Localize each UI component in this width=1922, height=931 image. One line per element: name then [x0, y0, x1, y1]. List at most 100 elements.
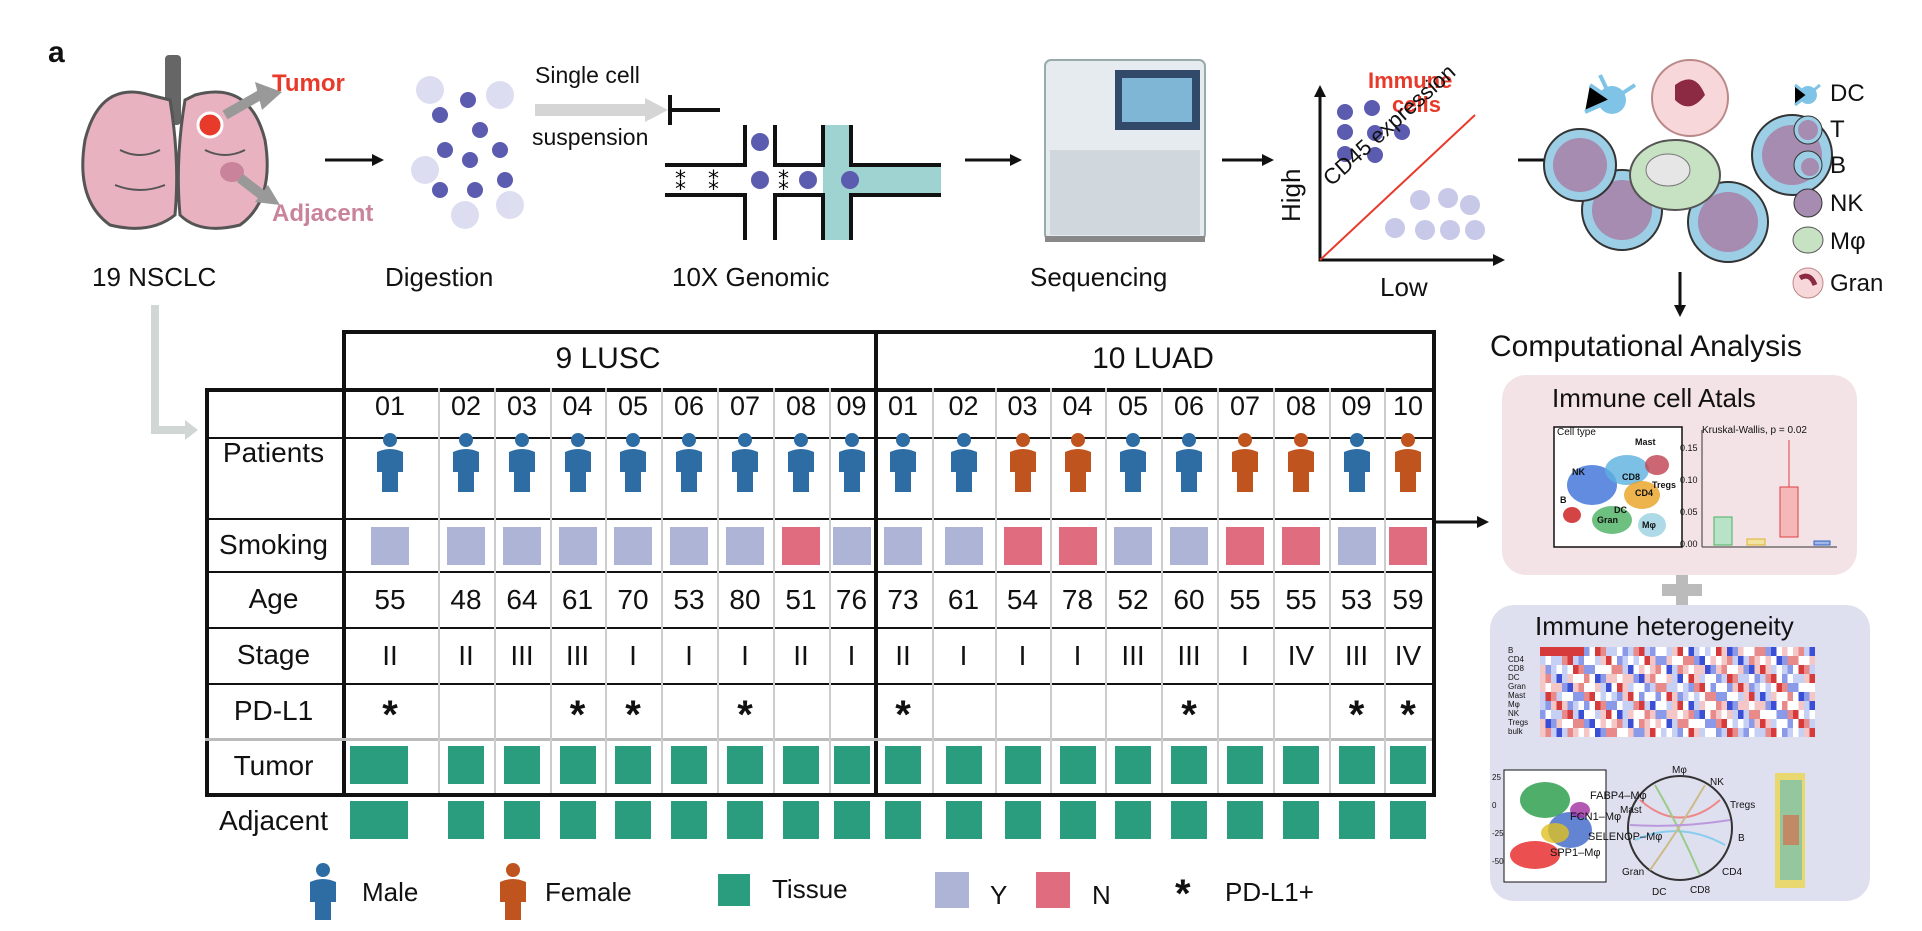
stage-value: IV — [1287, 639, 1315, 671]
male-patient-icon — [732, 433, 758, 492]
age-value: 55 — [374, 584, 406, 615]
row-label-smoking: Smoking — [219, 528, 328, 560]
immune-label-line1: Immune — [1368, 68, 1453, 93]
table-line — [438, 388, 440, 793]
y-tick: 0.15 — [1680, 443, 1698, 453]
connector-arrow — [151, 305, 198, 440]
chord-label: Tregs — [1730, 800, 1756, 811]
umap-label-tregs: Tregs — [1652, 480, 1677, 490]
smoking-no-swatch — [1226, 527, 1264, 565]
legend-tissue-swatch — [718, 874, 750, 906]
tsne-tick: 25 — [1492, 773, 1501, 782]
tumor-tissue-swatch — [833, 746, 870, 784]
stage-value: II — [382, 639, 398, 671]
legend-tissue-label: Tissue — [772, 874, 848, 904]
stage-value: III — [1177, 639, 1201, 671]
table-line — [1105, 388, 1107, 793]
y-tick: 0.10 — [1680, 475, 1698, 485]
female-icon — [500, 863, 526, 920]
legend-pdl1-label: PD-L1+ — [1225, 877, 1314, 907]
adjacent-tissue-swatch — [833, 801, 870, 839]
plus-icon — [1662, 575, 1702, 605]
table-line — [205, 571, 1432, 573]
age-value: 76 — [835, 584, 868, 615]
high-label: High — [1276, 168, 1306, 222]
patient-id: 07 — [729, 390, 761, 421]
sequencing-label: Sequencing — [1030, 262, 1168, 292]
patient-id: 09 — [836, 390, 867, 421]
group-header-lusc: 9 LUSC — [555, 342, 661, 375]
patient-id: 09 — [1341, 390, 1372, 421]
smoking-yes-swatch — [884, 527, 922, 565]
table-line — [661, 388, 663, 793]
tsne-clusters — [1510, 782, 1592, 869]
heterogeneity-panel: Immune heterogeneity FABP4–Mφ FCN1–Mφ SE… — [1490, 605, 1870, 901]
legend-star-icon: * — [1175, 872, 1191, 916]
nsclc-label: 19 NSCLC — [92, 262, 217, 292]
table-line — [205, 388, 209, 797]
group-header-luad: 10 LUAD — [1092, 342, 1214, 375]
legend-smoke-n-swatch — [1036, 872, 1070, 908]
patient-id: 08 — [785, 390, 817, 421]
umap-label-mast: Mast — [1635, 437, 1656, 447]
male-patient-icon — [788, 433, 814, 492]
stage-value: I — [1073, 639, 1082, 671]
y-tick: 0.00 — [1680, 539, 1698, 549]
tsne-tick: 0 — [1492, 801, 1497, 810]
male-patient-icon — [564, 433, 591, 492]
adjacent-tissue-swatch — [1227, 801, 1263, 839]
adjacent-tissue-swatch — [1338, 801, 1375, 839]
age-value: 53 — [1340, 584, 1373, 615]
stage-value: III — [1344, 639, 1369, 671]
table-line — [829, 388, 831, 793]
adjacent-tissue-swatch — [1283, 801, 1319, 839]
age-value: 64 — [506, 584, 538, 615]
heatmap-row-label: bulk — [1508, 727, 1523, 736]
atlas-panel: Immune cell Atals Cell type Mast NK CD8 … — [1502, 375, 1857, 575]
female-patient-icon — [1009, 433, 1036, 492]
age-value: 70 — [617, 584, 649, 615]
patient-id: 08 — [1285, 390, 1317, 421]
tsne-label-selenop: SELENOP–Mφ — [1588, 831, 1663, 843]
chord-label: B — [1738, 833, 1745, 844]
patient-id: 07 — [1229, 390, 1261, 421]
stage-value: III — [510, 639, 534, 671]
chord-label: DC — [1652, 887, 1667, 898]
tumor-tissue-swatch — [885, 746, 921, 784]
legend-male-label: Male — [362, 877, 419, 907]
table-line — [342, 388, 346, 797]
age-value: 59 — [1392, 584, 1424, 615]
adjacent-tissue-swatch — [559, 801, 596, 839]
svg-text:⁑: ⁑ — [675, 170, 686, 195]
umap-label-mphi: Mφ — [1642, 520, 1656, 530]
age-value: 73 — [887, 584, 919, 615]
genomic-label: 10X Genomic — [672, 262, 830, 292]
panel-letter: a — [48, 36, 65, 69]
pdl1-star-icon: * — [1348, 693, 1365, 737]
single-cell-label: Single cell — [535, 62, 640, 88]
legend-b: B — [1830, 152, 1847, 179]
age-value: 52 — [1117, 584, 1149, 615]
table-line — [1161, 388, 1163, 793]
smoking-yes-swatch — [1337, 527, 1376, 565]
tumor-tissue-swatch — [615, 746, 651, 784]
row-label-patients: Patients — [222, 437, 325, 468]
tumor-tissue-swatch — [559, 746, 596, 784]
patient-id: 05 — [1117, 390, 1149, 421]
heatmap-row-label: DC — [1508, 673, 1520, 682]
table-line — [205, 683, 1432, 685]
tumor-tissue-swatch — [945, 746, 982, 784]
smoking-yes-swatch — [503, 527, 541, 565]
adjacent-tissue-swatch — [1059, 801, 1096, 839]
smoking-yes-swatch — [371, 527, 409, 565]
adjacent-tissue-swatch — [1115, 801, 1151, 839]
patient-id: 03 — [506, 390, 538, 421]
stage-value: IV — [1394, 639, 1422, 671]
table-line — [605, 388, 607, 793]
smoking-yes-swatch — [832, 527, 871, 565]
svg-text:⁑: ⁑ — [778, 170, 789, 195]
male-patient-icon — [1120, 433, 1146, 492]
table-line — [773, 388, 775, 793]
male-patient-icon — [890, 433, 916, 492]
row-label-stage: Stage — [236, 639, 311, 670]
